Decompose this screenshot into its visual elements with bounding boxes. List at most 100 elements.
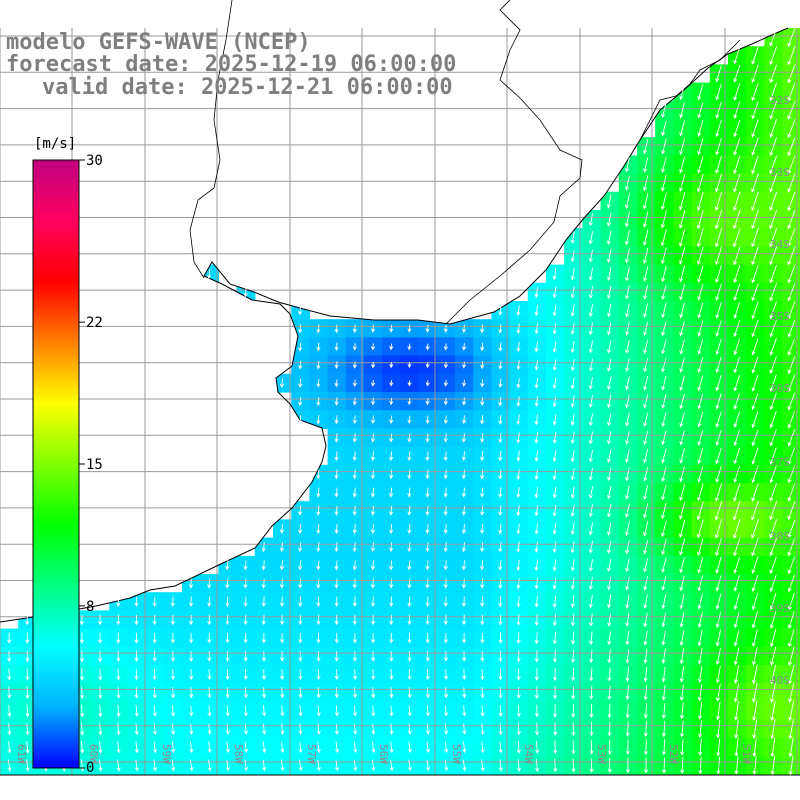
wind-arrow	[661, 357, 667, 373]
wind-arrow	[371, 723, 376, 735]
wind-arrow	[480, 415, 485, 425]
wind-arrow	[769, 191, 778, 212]
wind-arrow	[407, 687, 412, 699]
wind-arrow	[679, 265, 686, 283]
wind-arrow	[570, 431, 575, 445]
wind-arrow	[516, 523, 521, 535]
wind-arrow	[588, 358, 594, 372]
wind-arrow	[352, 415, 357, 425]
wind-arrow	[679, 648, 685, 665]
wind-arrow	[316, 578, 321, 589]
longitude-label: 53W	[595, 744, 608, 764]
wind-arrow	[787, 228, 796, 248]
wind-arrow	[98, 614, 103, 626]
wind-arrow	[625, 412, 630, 427]
wind-arrow	[679, 120, 685, 137]
wind-arrow	[480, 342, 485, 352]
wind-arrow	[661, 539, 667, 556]
wind-arrow	[370, 379, 376, 387]
wind-arrow	[262, 723, 267, 735]
colorbar-tick-label: 30	[86, 153, 103, 169]
wind-arrow	[516, 450, 521, 462]
wind-arrow	[643, 576, 648, 591]
wind-arrow	[697, 156, 704, 174]
wind-arrow	[134, 614, 139, 626]
wind-arrow	[516, 759, 522, 772]
wind-arrow	[298, 378, 303, 388]
wind-arrow	[389, 650, 394, 662]
wind-arrow	[370, 560, 376, 571]
wind-arrow	[732, 209, 741, 230]
wind-arrow	[588, 267, 594, 281]
wind-arrow	[98, 686, 103, 700]
wind-arrow	[498, 632, 503, 644]
wind-arrow	[443, 578, 448, 589]
wind-arrow	[570, 377, 575, 390]
valid-date: valid date: 2025-12-21 06:00:00	[42, 75, 453, 100]
wind-arrow	[389, 596, 394, 607]
wind-arrow	[552, 649, 557, 663]
wind-arrow	[697, 684, 703, 702]
wind-arrow	[679, 630, 685, 647]
wind-arrow	[298, 505, 303, 516]
wind-arrow	[316, 741, 321, 754]
wind-arrow	[715, 320, 722, 337]
wind-arrow	[552, 577, 557, 590]
wind-arrow	[189, 723, 194, 735]
wind-arrow	[769, 119, 778, 138]
wind-arrow	[643, 612, 648, 628]
wind-arrow	[607, 594, 612, 609]
wind-arrow	[352, 379, 357, 387]
wind-arrow	[316, 759, 321, 772]
wind-arrow	[298, 687, 303, 699]
wind-arrow	[243, 287, 248, 298]
wind-arrow	[625, 358, 630, 373]
wind-arrow	[389, 380, 394, 387]
wind-arrow	[588, 340, 594, 354]
wind-arrow	[444, 723, 449, 735]
wind-arrow	[370, 343, 376, 351]
wind-arrow	[679, 357, 685, 373]
wind-arrow	[625, 285, 630, 300]
wind-arrow	[696, 191, 704, 211]
wind-arrow	[370, 523, 375, 534]
wind-arrow	[769, 611, 777, 629]
wind-arrow	[660, 210, 667, 229]
wind-arrow	[752, 700, 758, 722]
wind-arrow	[570, 340, 575, 354]
wind-arrow	[570, 649, 576, 663]
wind-arrow	[480, 687, 485, 699]
wind-arrow	[679, 612, 685, 628]
wind-arrow	[643, 703, 648, 719]
wind-arrow	[370, 578, 376, 589]
wind-arrow	[425, 343, 430, 351]
wind-arrow	[389, 669, 394, 681]
wind-arrow	[353, 705, 358, 717]
wind-arrow	[788, 628, 795, 648]
wind-arrow	[661, 466, 667, 482]
wind-arrow	[352, 469, 357, 480]
wind-arrow	[262, 741, 267, 754]
wind-arrow	[787, 264, 796, 284]
wind-arrow	[769, 82, 778, 102]
wind-arrow	[552, 395, 557, 408]
wind-arrow	[607, 667, 612, 682]
wind-arrow	[606, 540, 612, 554]
wind-arrow	[516, 541, 521, 553]
wind-arrow	[715, 302, 722, 319]
wind-arrow	[389, 415, 394, 424]
wind-arrow	[334, 415, 339, 425]
wind-arrow	[588, 431, 594, 445]
wind-arrow	[697, 83, 704, 101]
wind-arrow	[769, 593, 777, 611]
wind-arrow	[444, 741, 449, 754]
wind-arrow	[189, 668, 194, 681]
wind-arrow	[98, 668, 103, 681]
wind-arrow	[661, 284, 667, 301]
wind-arrow	[389, 505, 394, 516]
wind-arrow	[462, 650, 467, 662]
wind-arrow	[625, 558, 630, 573]
wind-arrow	[498, 523, 503, 535]
wind-arrow	[769, 629, 777, 648]
wind-arrow	[552, 631, 557, 645]
